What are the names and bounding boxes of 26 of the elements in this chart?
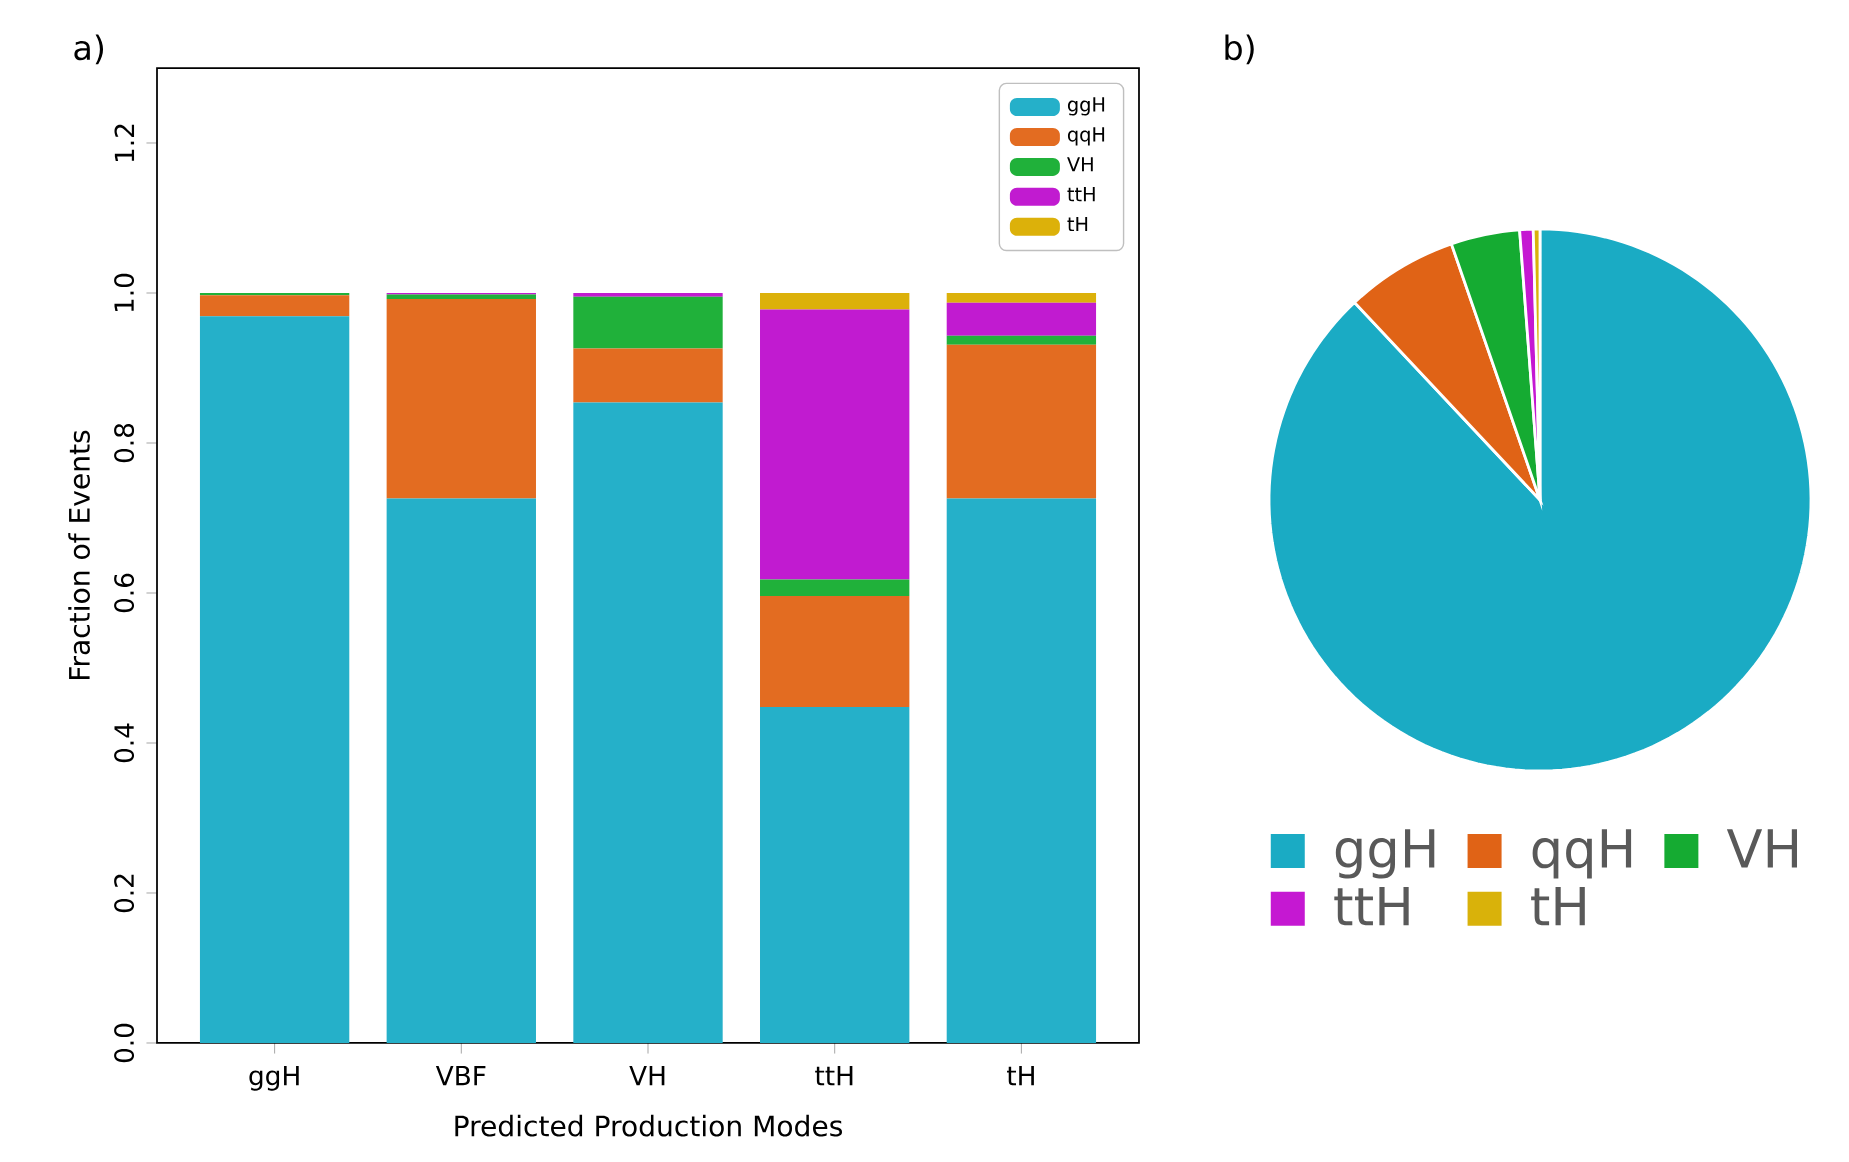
y-axis-title: Fraction of Events	[68, 430, 90, 679]
x-tick-label: tH	[1007, 1066, 1034, 1086]
y-tick-label: 0.4	[114, 723, 135, 763]
legend-label: VH	[1067, 157, 1093, 172]
text: b)	[1225, 34, 1254, 65]
x-tick-label: ggH	[249, 1066, 299, 1091]
legend-label: ttH	[1067, 187, 1095, 202]
legend-label: tH	[1531, 886, 1585, 926]
x-tick-label: VBF	[435, 1066, 486, 1086]
legend-label: ttH	[1334, 886, 1409, 926]
y-tick-label: 1.2	[114, 124, 135, 162]
y-tick-label: 1.0	[114, 273, 135, 312]
x-tick-label: ttH	[815, 1066, 853, 1086]
legend-label: qqH	[1532, 829, 1632, 879]
legend-label: tH	[1067, 217, 1088, 232]
legend-label: ggH	[1335, 829, 1435, 879]
y-tick-label: 0.0	[114, 1023, 135, 1063]
x-axis-title: Predicted Production Modes	[455, 1114, 843, 1137]
y-tick-label: 0.8	[114, 423, 135, 463]
x-tick-label: VH	[629, 1066, 665, 1086]
text: a)	[74, 34, 104, 65]
legend-label: ggH	[1067, 97, 1105, 116]
y-tick-label: 0.6	[114, 573, 135, 613]
y-tick-label: 0.2	[114, 874, 135, 913]
legend-label: VH	[1726, 829, 1797, 868]
legend-label: qqH	[1067, 127, 1105, 146]
